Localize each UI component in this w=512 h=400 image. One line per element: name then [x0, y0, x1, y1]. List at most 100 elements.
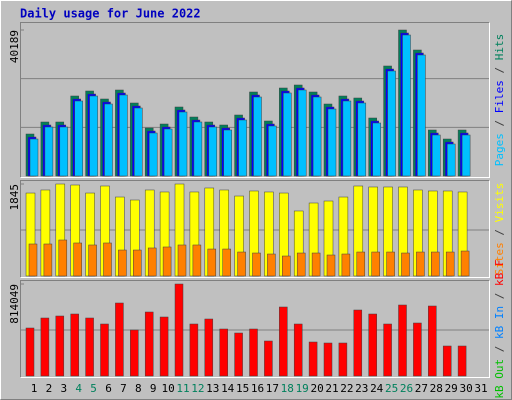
x-tick-label: 25	[385, 382, 398, 395]
bar	[416, 251, 425, 277]
x-tick-label: 16	[251, 382, 264, 395]
bar	[29, 138, 39, 177]
x-tick-label: 13	[206, 382, 219, 395]
y-tick-label: 40189	[8, 30, 21, 63]
bar	[387, 70, 396, 177]
bar	[431, 251, 440, 277]
bar	[43, 243, 53, 277]
x-tick-label: 23	[355, 382, 368, 395]
bar	[368, 313, 377, 377]
bar	[446, 143, 456, 177]
bar	[208, 126, 218, 177]
bar	[148, 132, 158, 177]
bar	[267, 253, 276, 277]
x-tick-label: 24	[370, 382, 384, 395]
x-tick-label: 30	[459, 382, 472, 395]
x-tick-label: 1	[31, 382, 38, 395]
bar	[252, 252, 261, 277]
bar	[58, 239, 68, 277]
bar	[402, 34, 411, 177]
bar	[268, 125, 277, 177]
bar	[144, 311, 154, 377]
x-tick-label: 11	[176, 382, 189, 395]
bar	[115, 302, 124, 377]
x-tick-label: 31	[474, 382, 487, 395]
bar	[222, 248, 231, 277]
panel-bevel-dark	[20, 180, 490, 278]
bar	[25, 327, 35, 377]
bar	[223, 129, 232, 177]
panel-bevel-light	[20, 280, 490, 378]
legend-entry: Sites	[493, 242, 506, 275]
bar	[207, 248, 217, 277]
x-tick-label: 4	[75, 382, 82, 395]
bar	[40, 317, 50, 377]
legend: Sites / Visits	[493, 183, 506, 276]
bar	[460, 250, 470, 277]
bar	[234, 332, 243, 377]
bar	[249, 328, 258, 377]
x-tick-label: 8	[135, 382, 142, 395]
legend-separator: /	[493, 286, 506, 306]
x-tick-label: 9	[150, 382, 157, 395]
bar	[103, 242, 112, 277]
bar	[442, 345, 452, 377]
y-tick-label: 1845	[8, 184, 21, 211]
bar	[279, 306, 288, 377]
x-tick-label: 12	[191, 382, 204, 395]
bar	[356, 251, 366, 277]
bar	[55, 315, 65, 377]
bar	[342, 100, 352, 177]
bar	[159, 316, 169, 377]
bar	[189, 323, 199, 377]
bar	[174, 283, 184, 377]
bar	[44, 126, 54, 177]
bar	[192, 244, 202, 277]
bar	[119, 94, 128, 177]
bar	[308, 341, 318, 377]
legend-entry: kB In	[493, 306, 506, 339]
x-tick-label: 2	[46, 382, 53, 395]
panel-bevel-dark	[20, 22, 490, 178]
bar	[219, 328, 228, 377]
legend-entry: Hits	[493, 34, 506, 61]
bar	[253, 96, 262, 177]
x-tick-label: 3	[60, 382, 67, 395]
bar	[238, 119, 247, 177]
legend: kB Out / kB In / kB F	[493, 259, 506, 398]
legend-separator: /	[493, 339, 506, 359]
bar	[311, 252, 321, 277]
panel-bevel-light	[20, 180, 490, 278]
x-tick-label: 27	[415, 382, 428, 395]
bar	[104, 103, 113, 177]
bar	[457, 345, 467, 377]
legend-entry: Files	[493, 80, 506, 113]
bar	[357, 102, 367, 177]
bar	[296, 252, 306, 277]
bar	[312, 96, 322, 177]
legend-separator: /	[493, 60, 506, 80]
bar	[327, 108, 337, 177]
bar	[372, 122, 381, 177]
x-tick-label: 15	[236, 382, 249, 395]
legend-entry: Pages	[493, 133, 506, 166]
x-tick-label: 26	[400, 382, 413, 395]
x-tick-label: 5	[90, 382, 97, 395]
bar	[383, 323, 392, 377]
x-tick-label: 18	[281, 382, 294, 395]
bar	[237, 251, 246, 277]
bar	[461, 134, 471, 177]
x-tick-label: 17	[266, 382, 279, 395]
bar	[297, 89, 307, 177]
legend-separator: /	[493, 222, 506, 242]
bar	[326, 254, 336, 277]
bar	[74, 100, 83, 177]
bar	[70, 313, 79, 377]
bar	[338, 342, 348, 377]
bar	[134, 107, 143, 177]
x-tick-label: 28	[430, 382, 443, 395]
x-tick-label: 20	[310, 382, 323, 395]
legend-separator: /	[493, 113, 506, 133]
bar	[100, 323, 109, 377]
